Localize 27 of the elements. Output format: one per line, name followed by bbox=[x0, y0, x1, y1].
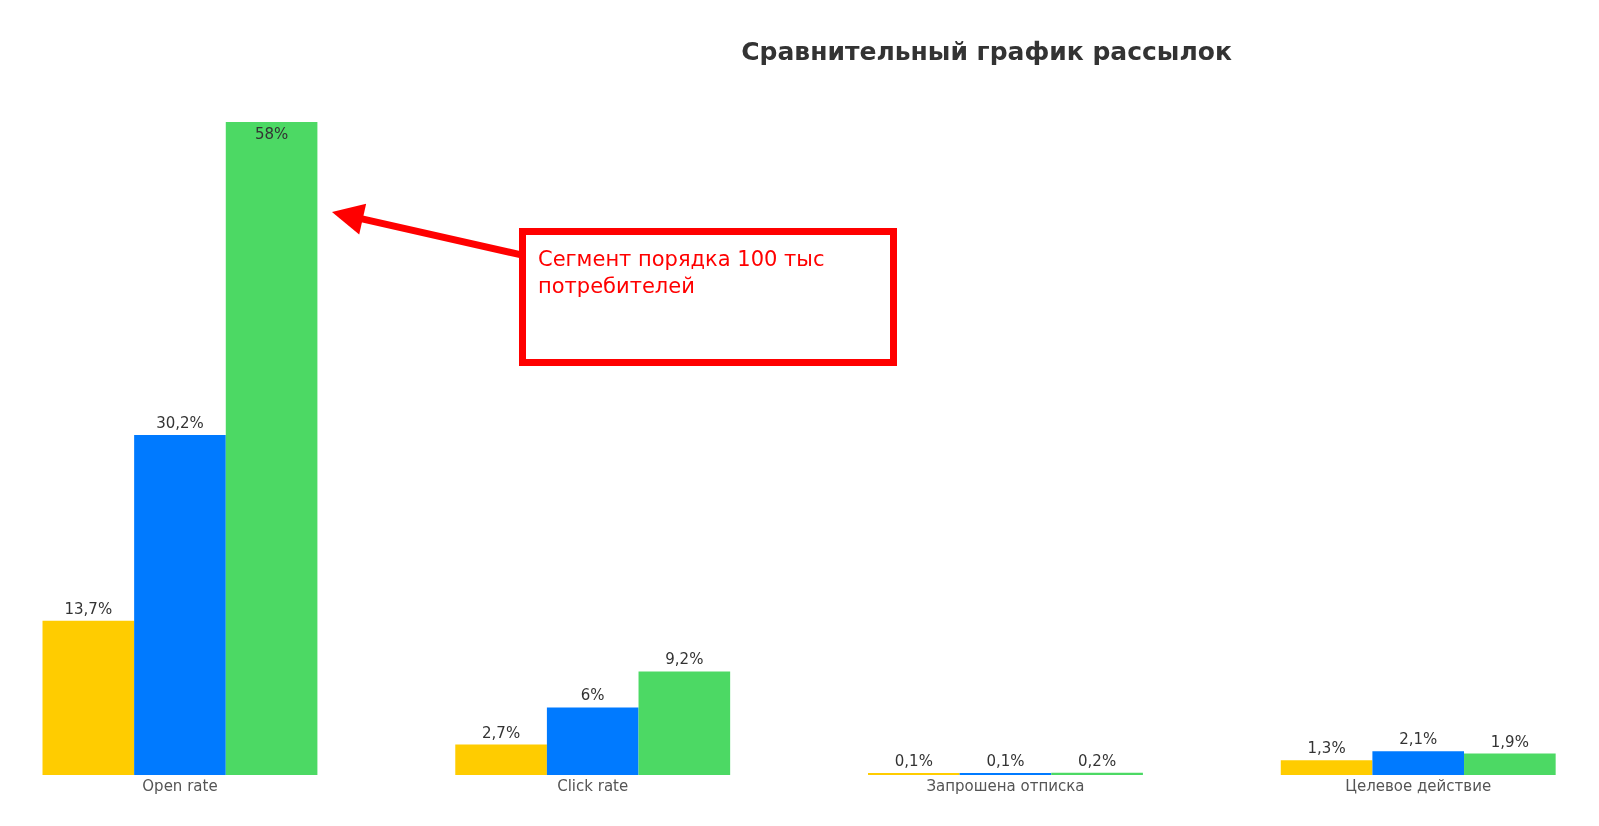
data-label: 9,2% bbox=[665, 650, 704, 669]
data-label: 1,9% bbox=[1490, 732, 1529, 751]
data-label: 2,7% bbox=[482, 723, 521, 742]
data-label: 0,1% bbox=[894, 752, 933, 770]
x-tick-label: Click rate bbox=[557, 777, 629, 795]
bar bbox=[1372, 751, 1465, 775]
data-label: 0,2% bbox=[1078, 751, 1117, 770]
data-label: 1,3% bbox=[1307, 739, 1346, 758]
data-label: 2,1% bbox=[1399, 730, 1438, 749]
annotation: Сегмент порядка 100 тыс потребителей bbox=[538, 247, 825, 299]
bar bbox=[1280, 760, 1373, 775]
bar bbox=[546, 707, 639, 775]
data-label: 0,1% bbox=[986, 752, 1025, 770]
bar bbox=[1464, 753, 1556, 775]
data-label: 13,7% bbox=[64, 599, 113, 618]
bar bbox=[42, 620, 135, 775]
x-tick-label: Open rate bbox=[142, 777, 218, 795]
chart-title: Сравнительный график рассылок bbox=[741, 36, 1232, 66]
data-label: 30,2% bbox=[156, 413, 204, 432]
data-label: 6% bbox=[580, 686, 605, 705]
x-tick-label: Целевое действие bbox=[1345, 777, 1492, 795]
data-label: 58% bbox=[254, 125, 289, 143]
bar bbox=[455, 744, 547, 775]
bar bbox=[225, 122, 318, 775]
x-tick-label: Запрошена отписка bbox=[926, 777, 1085, 795]
bar bbox=[134, 434, 226, 775]
bar bbox=[638, 671, 731, 775]
